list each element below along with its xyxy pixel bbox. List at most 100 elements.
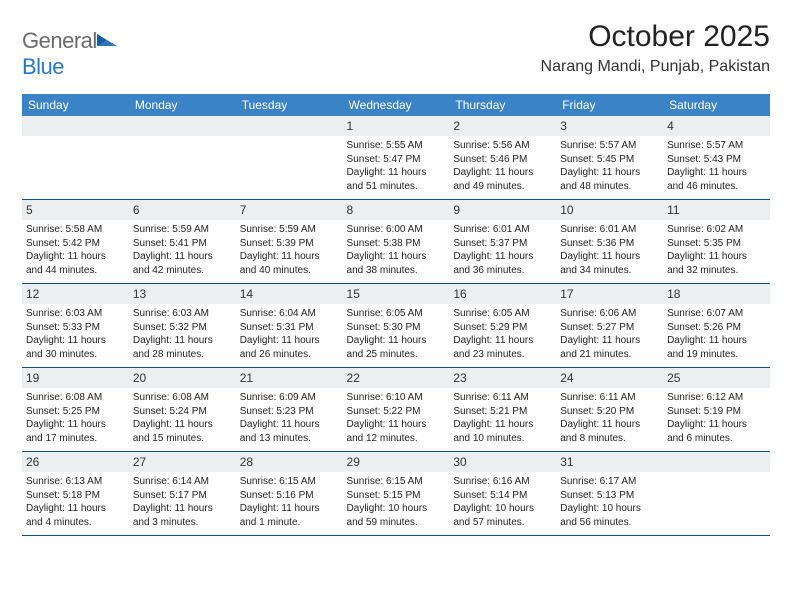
day-cell: 31Sunrise: 6:17 AMSunset: 5:13 PMDayligh… <box>556 452 663 536</box>
day-header: Wednesday <box>343 94 450 116</box>
day-info: Sunrise: 6:12 AMSunset: 5:19 PMDaylight:… <box>667 391 766 445</box>
sunset-line: Sunset: 5:42 PM <box>26 237 125 251</box>
day-number: 25 <box>663 368 770 388</box>
sunset-line: Sunset: 5:23 PM <box>240 405 339 419</box>
day-cell: 28Sunrise: 6:15 AMSunset: 5:16 PMDayligh… <box>236 452 343 536</box>
day-cell: 25 Sunrise: 6:12 AMSunset: 5:19 PMDayligh… <box>663 368 770 452</box>
sunset-line: Sunset: 5:25 PM <box>26 405 125 419</box>
day-number: 1 <box>343 116 450 136</box>
day-cell: 30Sunrise: 6:16 AMSunset: 5:14 PMDayligh… <box>449 452 556 536</box>
sunrise-line: Sunrise: 6:05 AM <box>453 307 552 321</box>
day-info: Sunrise: 6:07 AMSunset: 5:26 PMDaylight:… <box>667 307 766 361</box>
sunset-line: Sunset: 5:41 PM <box>133 237 232 251</box>
day-number: 8 <box>343 200 450 220</box>
day-info: Sunrise: 6:03 AMSunset: 5:32 PMDaylight:… <box>133 307 232 361</box>
sunrise-line: Sunrise: 6:13 AM <box>26 475 125 489</box>
day-number-empty <box>663 452 770 472</box>
sunrise-line: Sunrise: 6:05 AM <box>347 307 446 321</box>
daylight-line: Daylight: 11 hours and 13 minutes. <box>240 418 339 445</box>
sunset-line: Sunset: 5:26 PM <box>667 321 766 335</box>
brand-part2: Blue <box>22 54 64 79</box>
day-cell: 20Sunrise: 6:08 AMSunset: 5:24 PMDayligh… <box>129 368 236 452</box>
sunrise-line: Sunrise: 5:56 AM <box>453 139 552 153</box>
sunset-line: Sunset: 5:32 PM <box>133 321 232 335</box>
day-cell: 18Sunrise: 6:07 AMSunset: 5:26 PMDayligh… <box>663 284 770 368</box>
sunrise-line: Sunrise: 6:14 AM <box>133 475 232 489</box>
day-info: Sunrise: 6:06 AMSunset: 5:27 PMDaylight:… <box>560 307 659 361</box>
day-number-empty <box>22 116 129 136</box>
day-info: Sunrise: 6:00 AMSunset: 5:38 PMDaylight:… <box>347 223 446 277</box>
day-info: Sunrise: 6:11 AMSunset: 5:20 PMDaylight:… <box>560 391 659 445</box>
month-title: October 2025 <box>541 20 770 54</box>
day-cell: 16Sunrise: 6:05 AMSunset: 5:29 PMDayligh… <box>449 284 556 368</box>
day-info: Sunrise: 5:55 AMSunset: 5:47 PMDaylight:… <box>347 139 446 193</box>
day-header: Thursday <box>449 94 556 116</box>
day-cell: 27Sunrise: 6:14 AMSunset: 5:17 PMDayligh… <box>129 452 236 536</box>
sunset-line: Sunset: 5:18 PM <box>26 489 125 503</box>
day-number: 15 <box>343 284 450 304</box>
sunrise-line: Sunrise: 6:16 AM <box>453 475 552 489</box>
sunrise-line: Sunrise: 6:15 AM <box>347 475 446 489</box>
sunrise-line: Sunrise: 5:57 AM <box>667 139 766 153</box>
day-info: Sunrise: 6:15 AMSunset: 5:16 PMDaylight:… <box>240 475 339 529</box>
day-info: Sunrise: 6:02 AMSunset: 5:35 PMDaylight:… <box>667 223 766 277</box>
daylight-line: Daylight: 11 hours and 26 minutes. <box>240 334 339 361</box>
daylight-line: Daylight: 11 hours and 1 minute. <box>240 502 339 529</box>
day-info: Sunrise: 6:15 AMSunset: 5:15 PMDaylight:… <box>347 475 446 529</box>
day-info: Sunrise: 5:57 AMSunset: 5:43 PMDaylight:… <box>667 139 766 193</box>
brand-part1: General <box>22 28 97 53</box>
day-cell: 19Sunrise: 6:08 AMSunset: 5:25 PMDayligh… <box>22 368 129 452</box>
day-cell: 4Sunrise: 5:57 AMSunset: 5:43 PMDaylight… <box>663 116 770 200</box>
brand-mark-icon <box>97 28 119 54</box>
brand-text: GeneralBlue <box>22 28 119 80</box>
daylight-line: Daylight: 11 hours and 8 minutes. <box>560 418 659 445</box>
sunset-line: Sunset: 5:31 PM <box>240 321 339 335</box>
sunrise-line: Sunrise: 6:03 AM <box>26 307 125 321</box>
sunset-line: Sunset: 5:13 PM <box>560 489 659 503</box>
sunset-line: Sunset: 5:16 PM <box>240 489 339 503</box>
day-info: Sunrise: 6:13 AMSunset: 5:18 PMDaylight:… <box>26 475 125 529</box>
day-cell: 6Sunrise: 5:59 AMSunset: 5:41 PMDaylight… <box>129 200 236 284</box>
sunrise-line: Sunrise: 5:59 AM <box>133 223 232 237</box>
sunset-line: Sunset: 5:15 PM <box>347 489 446 503</box>
title-block: October 2025 Narang Mandi, Punjab, Pakis… <box>541 20 770 76</box>
day-info: Sunrise: 5:59 AMSunset: 5:39 PMDaylight:… <box>240 223 339 277</box>
day-cell: 9Sunrise: 6:01 AMSunset: 5:37 PMDaylight… <box>449 200 556 284</box>
day-number: 17 <box>556 284 663 304</box>
day-info: Sunrise: 6:03 AMSunset: 5:33 PMDaylight:… <box>26 307 125 361</box>
calendar-body: 1 Sunrise: 5:55 AMSunset: 5:47 PMDaylight… <box>22 116 770 536</box>
daylight-line: Daylight: 11 hours and 44 minutes. <box>26 250 125 277</box>
location-subtitle: Narang Mandi, Punjab, Pakistan <box>541 58 770 76</box>
day-cell: 5Sunrise: 5:58 AMSunset: 5:42 PMDaylight… <box>22 200 129 284</box>
day-number: 3 <box>556 116 663 136</box>
day-info: Sunrise: 5:57 AMSunset: 5:45 PMDaylight:… <box>560 139 659 193</box>
sunrise-line: Sunrise: 6:03 AM <box>133 307 232 321</box>
day-info: Sunrise: 5:56 AMSunset: 5:46 PMDaylight:… <box>453 139 552 193</box>
day-info: Sunrise: 6:09 AMSunset: 5:23 PMDaylight:… <box>240 391 339 445</box>
day-cell: 17 Sunrise: 6:06 AMSunset: 5:27 PMDayligh… <box>556 284 663 368</box>
day-cell: 24Sunrise: 6:11 AMSunset: 5:20 PMDayligh… <box>556 368 663 452</box>
day-number: 10 <box>556 200 663 220</box>
day-info: Sunrise: 6:05 AMSunset: 5:29 PMDaylight:… <box>453 307 552 361</box>
sunset-line: Sunset: 5:17 PM <box>133 489 232 503</box>
day-cell: 8 Sunrise: 6:00 AMSunset: 5:38 PMDaylight… <box>343 200 450 284</box>
page-header: GeneralBlue October 2025 Narang Mandi, P… <box>22 20 770 80</box>
calendar-page: GeneralBlue October 2025 Narang Mandi, P… <box>0 0 792 536</box>
day-cell: 1 Sunrise: 5:55 AMSunset: 5:47 PMDaylight… <box>343 116 450 200</box>
day-cell: 2Sunrise: 5:56 AMSunset: 5:46 PMDaylight… <box>449 116 556 200</box>
sunset-line: Sunset: 5:35 PM <box>667 237 766 251</box>
day-info: Sunrise: 6:17 AMSunset: 5:13 PMDaylight:… <box>560 475 659 529</box>
sunset-line: Sunset: 5:33 PM <box>26 321 125 335</box>
day-number: 20 <box>129 368 236 388</box>
day-number: 14 <box>236 284 343 304</box>
week-row: 19Sunrise: 6:08 AMSunset: 5:25 PMDayligh… <box>22 368 770 452</box>
day-number: 12 <box>22 284 129 304</box>
daylight-line: Daylight: 11 hours and 17 minutes. <box>26 418 125 445</box>
day-number-empty <box>129 116 236 136</box>
daylight-line: Daylight: 11 hours and 6 minutes. <box>667 418 766 445</box>
day-cell: 12 Sunrise: 6:03 AMSunset: 5:33 PMDayligh… <box>22 284 129 368</box>
week-row: 26Sunrise: 6:13 AMSunset: 5:18 PMDayligh… <box>22 452 770 536</box>
daylight-line: Daylight: 11 hours and 42 minutes. <box>133 250 232 277</box>
daylight-line: Daylight: 11 hours and 15 minutes. <box>133 418 232 445</box>
day-number: 13 <box>129 284 236 304</box>
